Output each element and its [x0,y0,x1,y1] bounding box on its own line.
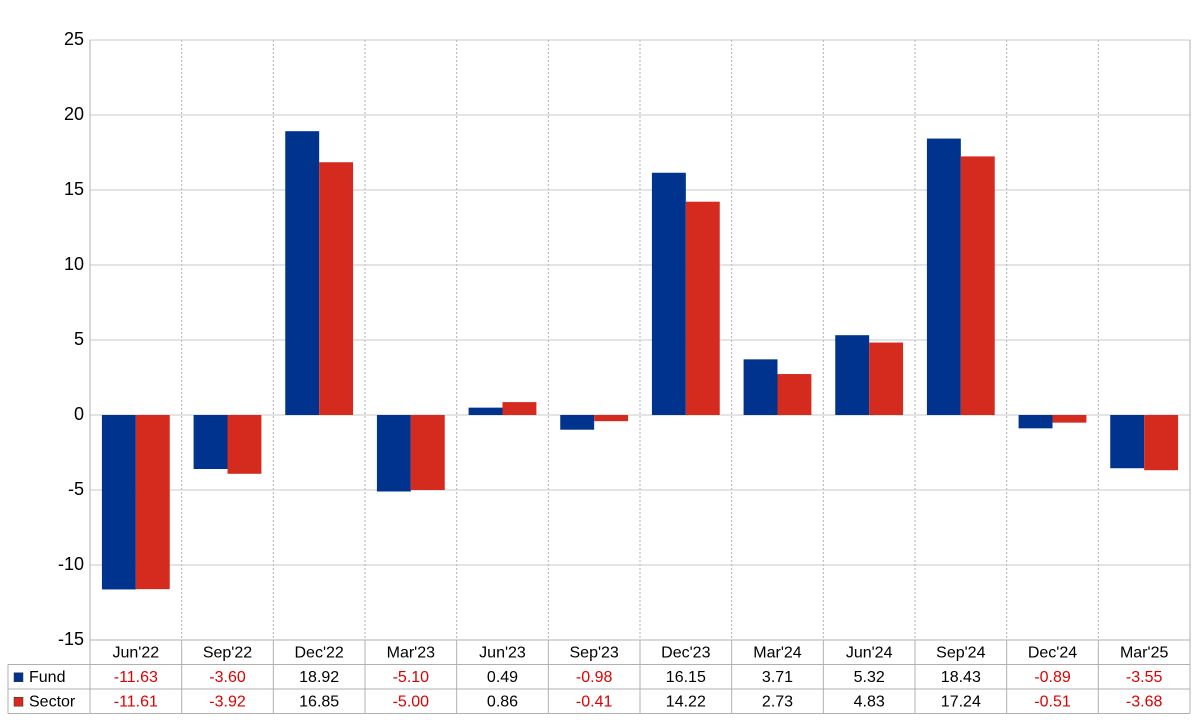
bar [502,402,537,415]
legend-label: Sector [29,693,76,710]
bar [777,374,812,415]
y-tick-label: -15 [58,629,84,649]
bar [743,359,778,415]
bar [1018,415,1053,429]
bar [227,415,262,474]
table-value: -3.68 [1126,693,1163,710]
y-tick-label: -5 [68,479,84,499]
bar [594,415,629,422]
bar [685,201,720,415]
table-value: 5.32 [854,669,885,686]
table-value: 18.92 [299,669,339,686]
table-value: 0.49 [487,669,518,686]
x-tick-label: Mar'23 [387,644,436,661]
bar [1110,415,1145,469]
legend-swatch [13,672,24,682]
bar [319,162,354,415]
x-tick-label: Dec'22 [295,644,344,661]
bar [410,415,445,490]
bar [468,407,503,415]
table-value: 18.43 [941,669,981,686]
table-value: -5.10 [393,669,430,686]
y-tick-label: 0 [74,404,84,424]
table-value: 4.83 [854,693,885,710]
x-tick-label: Dec'23 [661,644,710,661]
bar [101,415,136,590]
x-tick-label: Dec'24 [1028,644,1077,661]
bar [285,131,320,415]
table-value: 0.86 [487,693,518,710]
bar [560,415,595,430]
bar [869,342,904,415]
bar [1144,415,1179,471]
bar [1052,415,1087,423]
table-value: -5.00 [393,693,430,710]
y-tick-label: 10 [64,254,84,274]
y-tick-label: 15 [64,179,84,199]
y-tick-label: 20 [64,104,84,124]
table-value: 16.15 [666,669,706,686]
bar [651,172,686,415]
bar [835,335,870,415]
x-tick-label: Mar'24 [753,644,802,661]
table-value: -3.55 [1126,669,1163,686]
table-value: 3.71 [762,669,793,686]
table-value: 17.24 [941,693,981,710]
legend-label: Fund [29,669,65,686]
y-tick-label: 25 [64,29,84,49]
table-value: 2.73 [762,693,793,710]
y-tick-label: 5 [74,329,84,349]
table-value: -0.41 [576,693,613,710]
table-value: -11.61 [114,693,158,710]
table-value: -11.63 [114,669,158,686]
bar [193,415,228,469]
x-tick-label: Jun'22 [113,644,160,661]
table-value: -0.51 [1034,693,1071,710]
bar [960,156,995,415]
table-value: -0.98 [576,669,613,686]
x-tick-label: Jun'23 [479,644,526,661]
table-value: 14.22 [666,693,706,710]
table-value: -3.60 [209,669,246,686]
x-tick-label: Sep'23 [570,644,619,661]
x-tick-label: Mar'25 [1120,644,1169,661]
bar [926,138,961,416]
y-tick-label: -10 [58,554,84,574]
x-tick-label: Jun'24 [846,644,893,661]
bar [376,415,411,492]
legend-swatch [13,697,24,707]
bar [135,415,170,590]
x-tick-label: Sep'22 [203,644,252,661]
table-value: 16.85 [299,693,339,710]
table-value: -3.92 [209,693,246,710]
x-tick-label: Sep'24 [936,644,985,661]
table-value: -0.89 [1034,669,1071,686]
